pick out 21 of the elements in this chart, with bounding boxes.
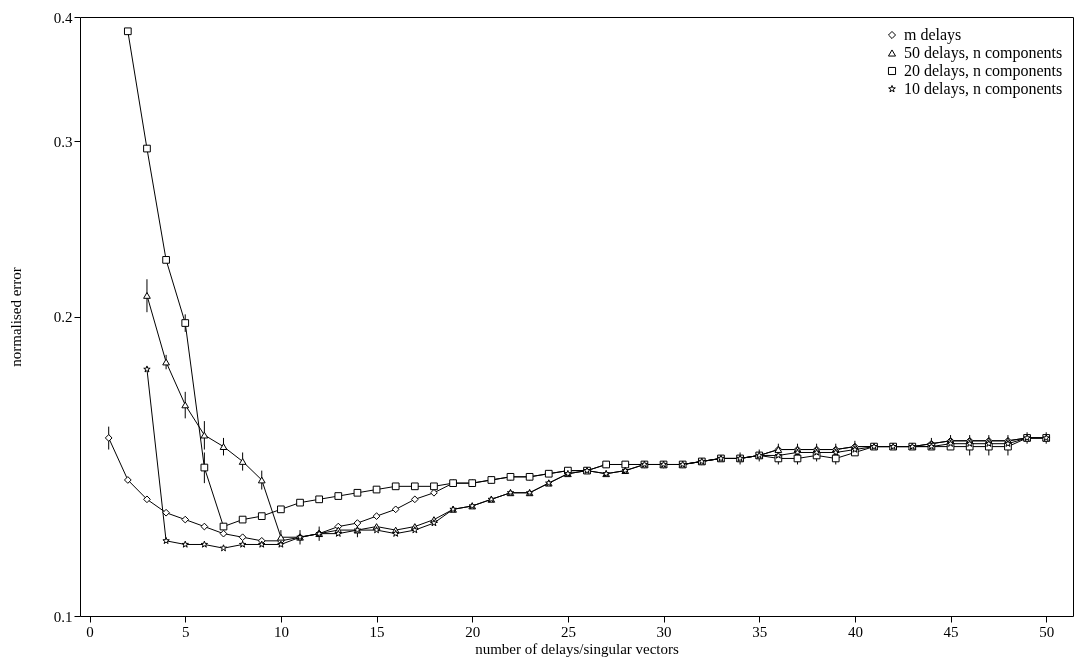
x-tick-label: 5 (181, 623, 190, 640)
x-tick-label: 10 (273, 623, 289, 640)
y-tick-label: 0.1 (53, 608, 73, 625)
x-axis-title: number of delays/singular vectors (475, 640, 679, 657)
legend-label: 10 delays, n components (904, 80, 1063, 98)
x-tick-label: 45 (943, 623, 959, 640)
legend-label: 50 delays, n components (904, 44, 1063, 62)
x-tick-label: 30 (656, 623, 672, 640)
legend-label: 20 delays, n components (904, 62, 1063, 80)
x-tick-label: 20 (465, 623, 481, 640)
y-tick-label: 0.3 (53, 133, 73, 150)
x-tick-label: 0 (86, 623, 94, 640)
y-tick-label: 0.2 (53, 309, 73, 325)
x-tick-label: 50 (1039, 623, 1055, 640)
legend-label: m delays (904, 26, 962, 44)
x-tick-label: 15 (369, 623, 385, 640)
x-tick-label: 40 (847, 623, 863, 640)
x-tick-label: 25 (560, 623, 576, 640)
x-tick-label: 35 (752, 623, 768, 640)
y-axis-title: normalised error (7, 267, 24, 367)
y-tick-label: 0.4 (53, 9, 73, 26)
